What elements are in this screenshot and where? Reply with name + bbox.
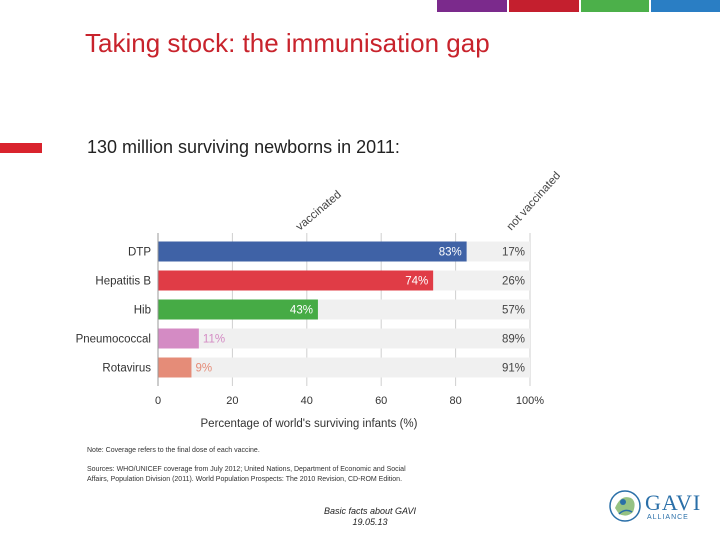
bar-vaccinated (158, 328, 199, 349)
category-label: Hib (134, 305, 151, 317)
page-subtitle: 130 million surviving newborns in 2011: (87, 137, 400, 157)
bar-not-vaccinated (317, 299, 530, 320)
footer-line-1: Basic facts about GAVI (323, 506, 417, 516)
series-header-vaccinated: vaccinated (294, 189, 344, 234)
top-bar-segment-white (365, 0, 435, 12)
bar-not-vaccinated (191, 357, 531, 378)
bar-vaccinated (158, 270, 434, 291)
x-tick-label: 80 (449, 395, 461, 407)
logo-text: GAVI (645, 490, 702, 515)
x-tick-label: 40 (301, 395, 313, 407)
x-axis-label: Percentage of world's surviving infants … (201, 418, 418, 430)
data-label-not-vaccinated: 26% (502, 276, 525, 288)
data-label-vaccinated: 74% (405, 276, 428, 288)
data-label-vaccinated: 9% (195, 363, 212, 375)
top-bar-segment-blue (651, 0, 720, 12)
data-label-vaccinated: 43% (290, 305, 313, 317)
top-color-bar (0, 0, 720, 12)
chart-note: Note: Coverage refers to the final dose … (87, 447, 260, 454)
x-tick-label: 20 (226, 395, 238, 407)
x-tick-label: 60 (375, 395, 387, 407)
gavi-logo: GAVI ALLIANCE (605, 484, 705, 528)
top-bar-segment-red (509, 0, 579, 12)
category-label: Hepatitis B (95, 276, 151, 288)
gavi-emblem-icon (609, 490, 641, 522)
data-label-vaccinated: 11% (203, 334, 225, 346)
x-tick-label: 100% (516, 395, 544, 407)
bar-vaccinated (158, 241, 467, 262)
category-label: Rotavirus (102, 363, 151, 375)
series-header-not-vaccinated: not vaccinated (505, 170, 560, 233)
category-label: Pneumococcal (76, 334, 151, 346)
footer-date: 19.05.13 (352, 517, 388, 527)
bar-not-vaccinated (466, 241, 530, 262)
top-bar-segment-purple (437, 0, 507, 12)
logo-subtext: ALLIANCE (647, 514, 689, 521)
bar-not-vaccinated (198, 328, 531, 349)
bar-not-vaccinated (433, 270, 530, 291)
data-label-not-vaccinated: 57% (502, 305, 525, 317)
immunisation-bar-chart: DTP 83% 17% Hepatitis B 74% 26% Hib 43% 57% Pneum… (76, 170, 560, 430)
data-label-not-vaccinated: 17% (502, 247, 525, 259)
footer: Basic facts about GAVI 19.05.13 (290, 506, 450, 528)
page-title: Taking stock: the immunisation gap (85, 28, 490, 58)
bar-vaccinated (158, 299, 318, 320)
bar-vaccinated (158, 357, 192, 378)
section-marker (0, 143, 42, 153)
top-bar-segment-green (581, 0, 649, 12)
category-label: DTP (128, 247, 151, 259)
chart-sources: Sources: WHO/UNICEF coverage from July 2… (87, 466, 406, 483)
data-label-not-vaccinated: 89% (502, 334, 525, 346)
data-label-vaccinated: 83% (439, 247, 462, 259)
data-label-not-vaccinated: 91% (502, 363, 525, 375)
x-tick-label: 0 (155, 395, 161, 407)
